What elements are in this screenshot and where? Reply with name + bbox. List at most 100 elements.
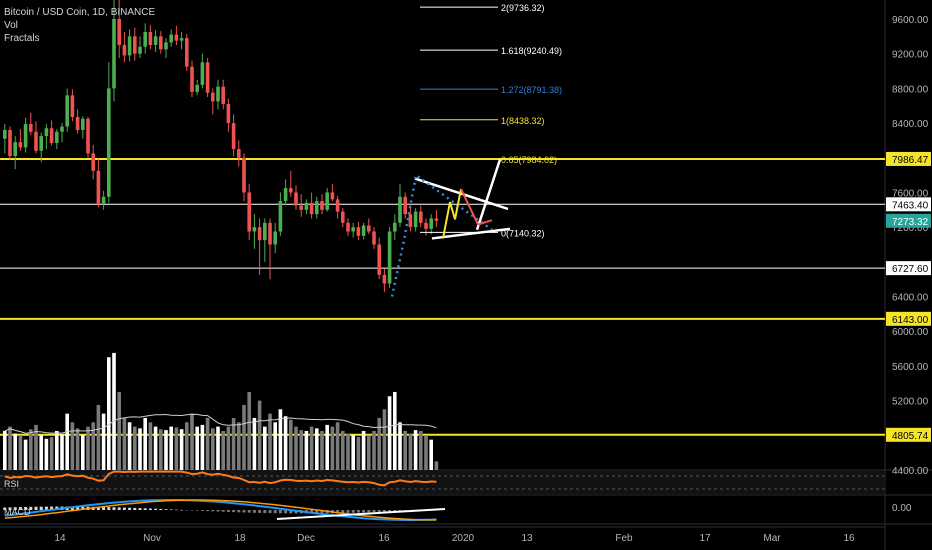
macd-histogram-bar	[143, 508, 147, 510]
indicator-fractals[interactable]: Fractals	[4, 33, 40, 44]
volume-bar	[23, 439, 28, 470]
price-tick-label: 9600.00	[892, 15, 929, 26]
macd-histogram-bar	[29, 506, 33, 510]
indicator-vol[interactable]: Vol	[4, 20, 18, 31]
fib-level-label: 1.272(8791.38)	[501, 85, 562, 95]
macd-histogram-bar	[268, 510, 272, 514]
symbol-title[interactable]: Bitcoin / USD Coin, 1D, BINANCE	[4, 7, 156, 18]
time-tick-label: 16	[843, 533, 855, 544]
volume-bar	[221, 430, 225, 470]
candle-body	[164, 42, 168, 50]
candle-body	[122, 45, 127, 56]
macd-signal-line	[4, 499, 437, 521]
macd-histogram-bar	[356, 510, 360, 513]
projection-arrow	[477, 219, 493, 226]
fib-level-label: 1.618(9240.49)	[501, 46, 562, 56]
candle-body	[39, 136, 43, 151]
macd-histogram-bar	[216, 510, 220, 512]
price-tick-label: 8800.00	[892, 84, 929, 95]
candle-body	[221, 86, 225, 104]
volume-bar	[34, 424, 38, 470]
macd-histogram-bar	[315, 510, 319, 514]
volume-bar	[185, 422, 189, 470]
current-price-label: 7273.32	[892, 217, 929, 228]
macd-histogram-bar	[242, 510, 246, 513]
volume-bar	[372, 430, 376, 470]
macd-histogram-bar	[252, 510, 256, 513]
rsi-line	[4, 470, 437, 487]
macd-label[interactable]: MACD	[4, 507, 31, 517]
candle-body	[252, 227, 257, 232]
volume-bar	[351, 435, 355, 470]
candle-body	[226, 103, 231, 124]
macd-histogram-bar	[34, 506, 38, 510]
volume-bar	[273, 422, 277, 470]
macd-trend-line	[276, 508, 446, 520]
volume-bar	[257, 400, 262, 470]
candle-body	[23, 123, 28, 148]
volume-bar	[153, 426, 158, 470]
macd-histogram-bar	[117, 507, 121, 510]
candle-body	[304, 202, 309, 210]
macd-histogram-bar	[44, 506, 48, 510]
macd-histogram-bar	[174, 509, 178, 511]
volume-bar	[247, 391, 251, 470]
volume-bar	[101, 413, 106, 470]
candle-body	[169, 34, 173, 43]
fib-level-label: 0(7140.32)	[501, 228, 545, 238]
volume-bar	[387, 396, 392, 470]
candle-body	[382, 274, 387, 284]
macd-histogram-bar	[195, 510, 199, 511]
macd-histogram-bar	[362, 510, 366, 513]
macd-histogram-bar	[24, 506, 28, 510]
dotted-trend-line	[390, 172, 493, 297]
candle-body	[174, 34, 179, 41]
volume-bar	[377, 417, 381, 470]
chart-legend: Bitcoin / USD Coin, 1D, BINANCE Vol Frac…	[4, 6, 155, 45]
price-label-white-bg	[886, 261, 931, 276]
volume-bar	[13, 433, 17, 470]
volume-bar	[382, 409, 387, 470]
price-label-yellow: 6143.00	[892, 315, 929, 326]
candle-body	[86, 118, 90, 154]
candle-body	[8, 130, 12, 157]
candle-body	[247, 192, 251, 232]
time-tick-label: Feb	[615, 533, 633, 544]
volume-bar	[393, 391, 397, 470]
candle-body	[34, 131, 38, 151]
time-tick-label: 2020	[452, 533, 475, 544]
time-tick-label: 14	[54, 533, 66, 544]
candle-body	[309, 202, 314, 215]
macd-histogram-bar	[96, 506, 100, 510]
candle-body	[387, 231, 392, 284]
volume-bar	[398, 422, 402, 470]
macd-histogram-bar	[169, 509, 173, 510]
volume-bar	[408, 433, 413, 470]
time-tick-label: 18	[234, 533, 246, 544]
candle-body	[429, 218, 433, 229]
macd-histogram-bar	[211, 510, 215, 512]
fib-level-label: 2(9736.32)	[501, 3, 545, 13]
candle-body	[13, 142, 17, 157]
macd-histogram-bar	[320, 510, 324, 514]
time-axis: 14 Nov 18 Dec 16 2020 13 Feb 17 Mar 16	[0, 526, 885, 544]
volume-bar	[75, 428, 80, 470]
price-tick-label: 4400.00	[892, 466, 929, 477]
candle-body	[273, 231, 277, 245]
candle-body	[179, 38, 184, 41]
rsi-label[interactable]: RSI	[4, 479, 20, 489]
volume-bar	[252, 417, 257, 470]
volume-bar	[190, 413, 194, 470]
volume-ma-line	[4, 413, 437, 434]
macd-histogram-bar	[336, 510, 340, 514]
candle-body	[65, 95, 69, 127]
candle-body	[143, 32, 147, 47]
volume-bar	[278, 409, 283, 470]
volume-bar	[179, 429, 184, 470]
volume-bar	[200, 424, 205, 470]
candle-body	[127, 36, 132, 56]
macd-tick-label: 0.00	[892, 503, 912, 514]
candle-body	[75, 117, 80, 131]
candle-body	[205, 62, 210, 93]
